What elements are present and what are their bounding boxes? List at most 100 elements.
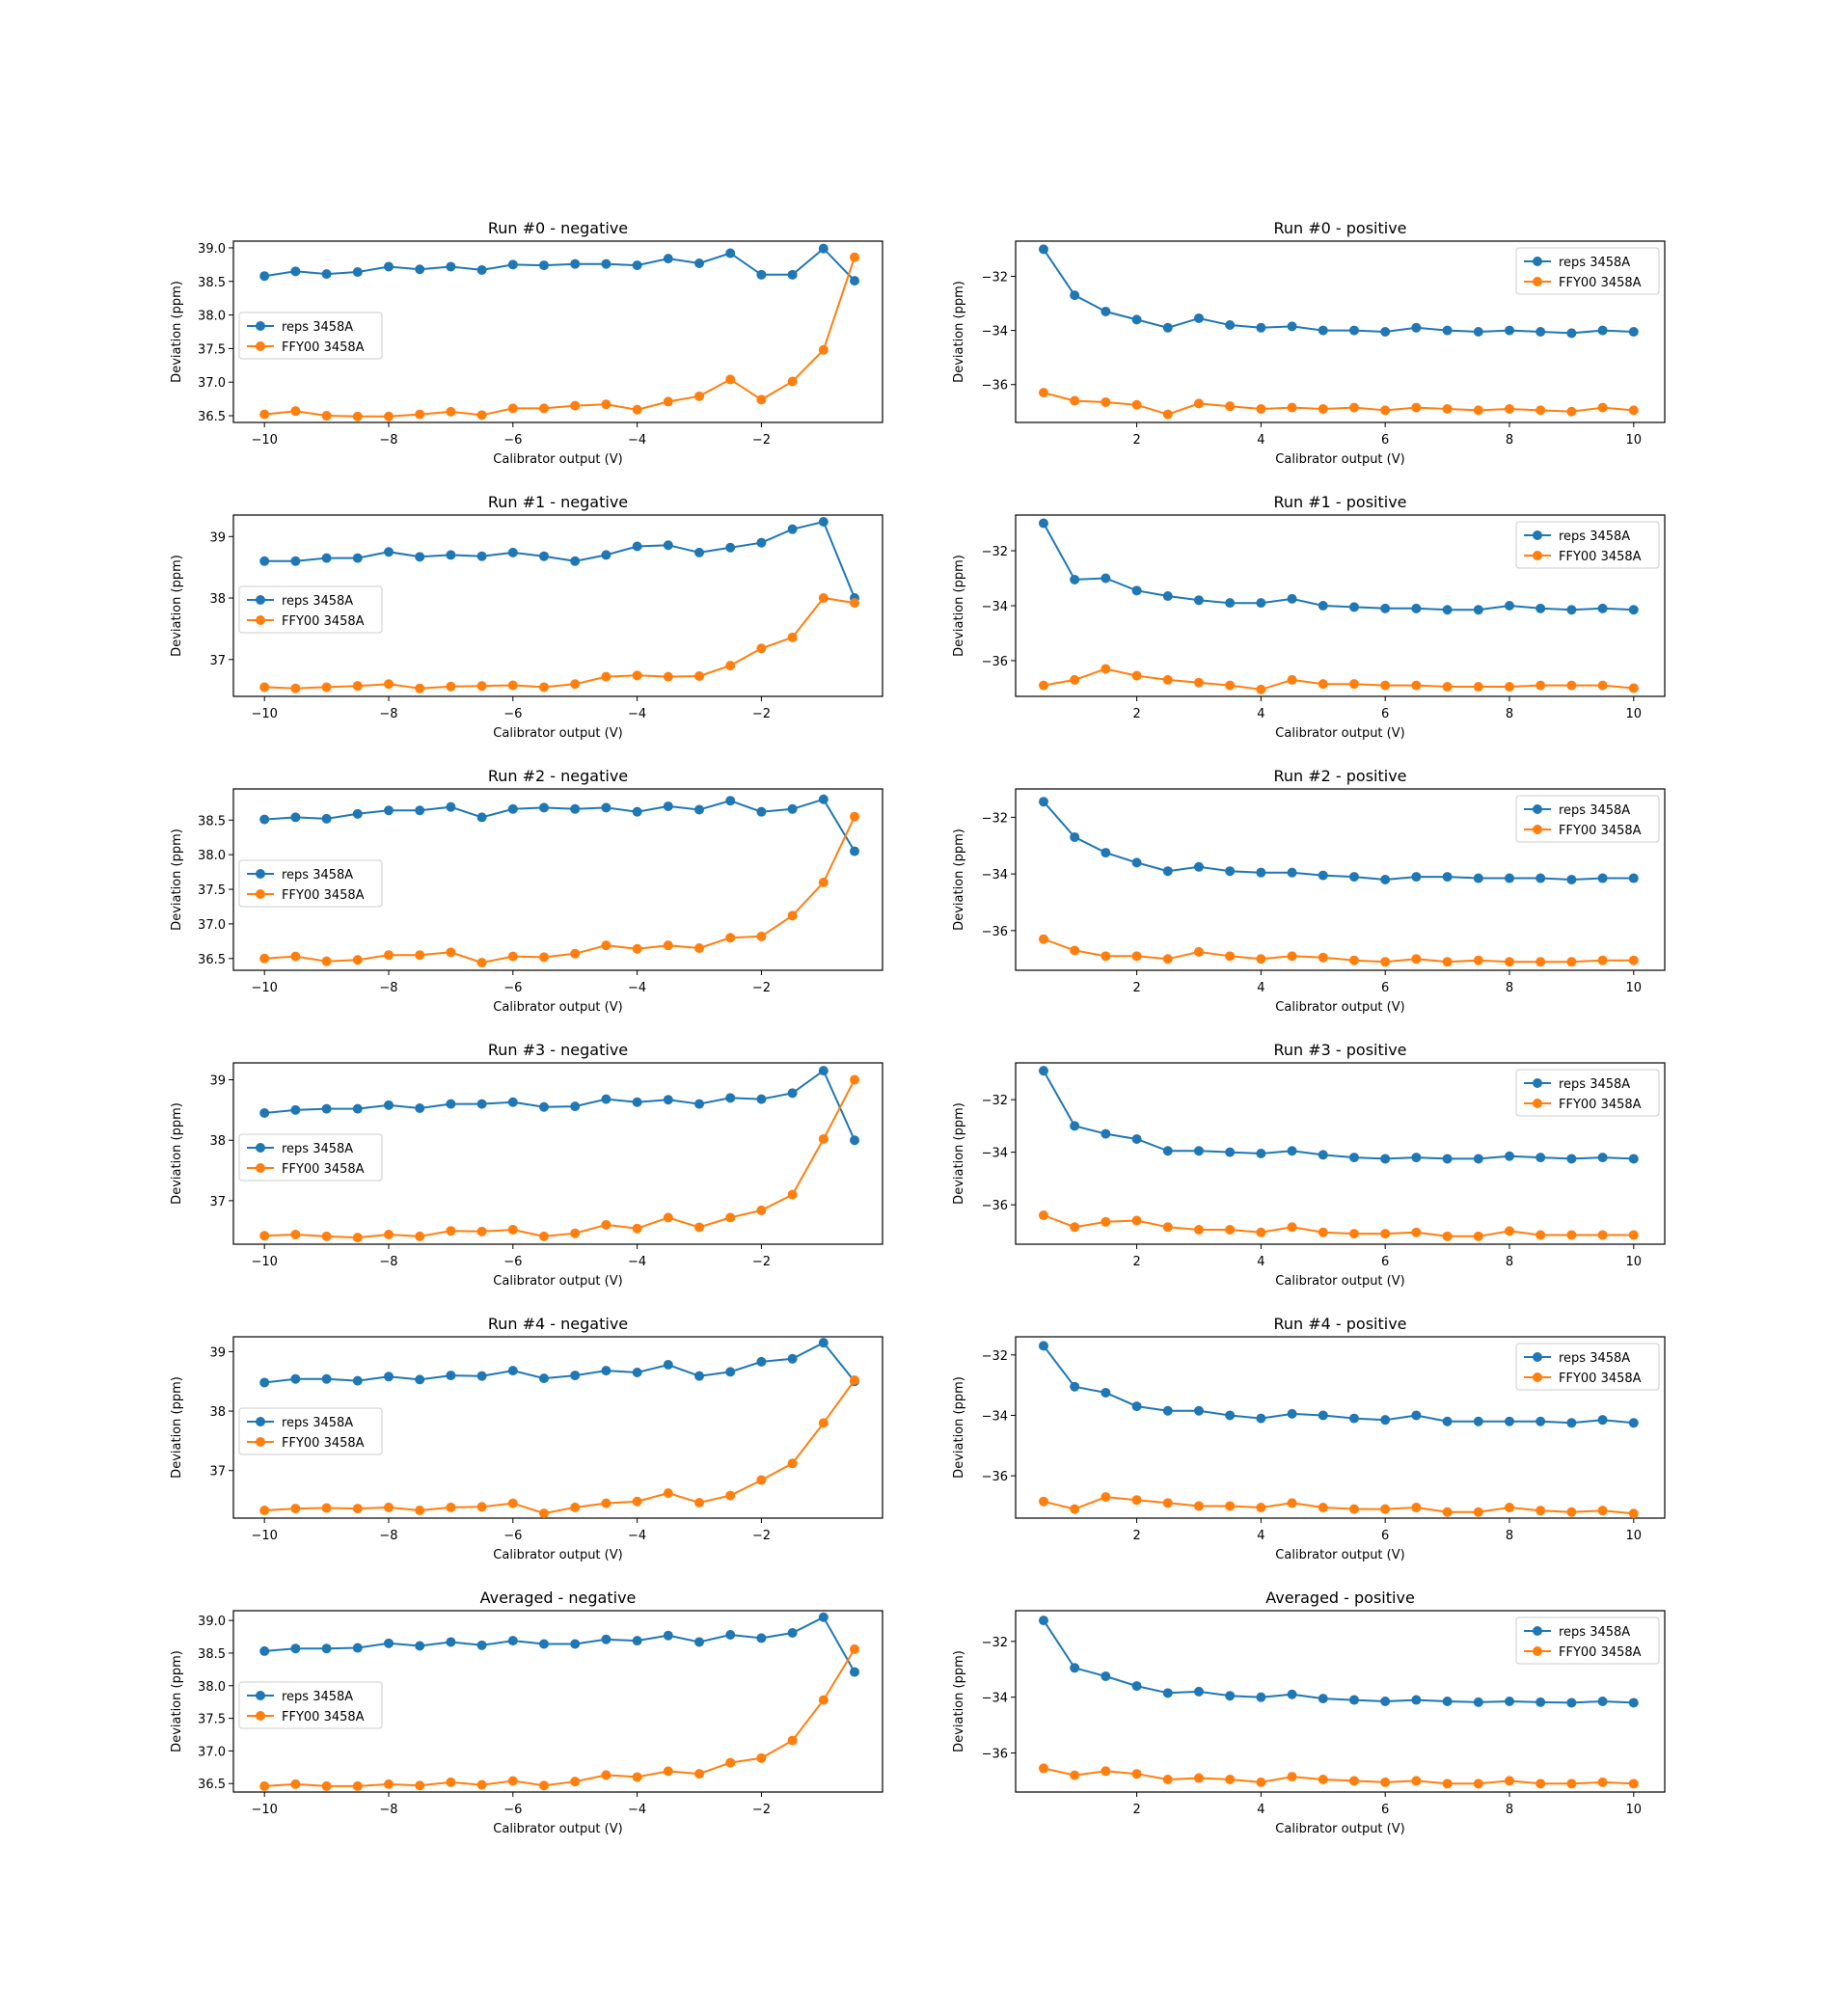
chart-5-series-1-point: [1597, 955, 1608, 965]
chart-11-series-1-line: [1043, 1767, 1634, 1785]
chart-2-series-1-point: [259, 682, 270, 693]
chart-5-series-0-point: [1348, 872, 1359, 883]
chart-10-series-0-point: [259, 1645, 270, 1656]
chart-0-legend-box: [238, 312, 383, 360]
chart-6-series-1-point: [756, 1205, 767, 1215]
chart-3-series-0-point: [1287, 593, 1297, 604]
chart-10-series-0-point: [787, 1627, 798, 1638]
chart-2-series-1-point: [694, 670, 705, 681]
chart-1-series-1-point: [1597, 402, 1608, 413]
chart-4-series-1-point: [787, 910, 798, 921]
chart-2-series-0-point: [446, 550, 456, 560]
chart-7-title: Run #3 - positive: [1273, 1041, 1406, 1059]
chart-2-group: Run #1 - negative −10 −8 −6 −4 −2 37 38 39 Calibr…: [170, 493, 883, 741]
chart-9-series-1-point: [1628, 1508, 1639, 1519]
chart-11-group: Averaged - positive 2 4 6 8 10 −32 −34 −36 Calibr…: [952, 1589, 1666, 1836]
chart-10-series-0-point: [352, 1643, 363, 1653]
chart-2-legend-label-0: reps 3458A: [282, 594, 353, 609]
chart-3-ylabel: Deviation (ppm): [952, 555, 966, 657]
chart-11-series-0-point: [1628, 1698, 1639, 1708]
chart-1-series-0-point: [1318, 325, 1328, 336]
chart-9-ytick-label: −34: [982, 1409, 1008, 1424]
chart-10-series-1-point: [850, 1643, 860, 1654]
chart-2-series-1-point: [632, 670, 642, 681]
chart-3-series-0-point: [1256, 598, 1266, 609]
chart-10-series-0-line: [264, 1616, 856, 1673]
chart-3-series-0-point: [1597, 603, 1608, 613]
chart-2-series-1-point: [384, 679, 394, 690]
chart-1-legend-marker-0: [1533, 257, 1542, 266]
chart-6-series-0-point: [321, 1103, 332, 1114]
chart-6-series-1-point: [850, 1074, 860, 1085]
chart-6-series-1-point: [725, 1212, 736, 1223]
chart-8-series-1-point: [476, 1502, 487, 1512]
chart-0-xtick-label: −2: [752, 433, 771, 448]
chart-5-series-0-point: [1535, 873, 1546, 883]
chart-10-series-1-point: [570, 1777, 581, 1787]
chart-8-series-1-point: [446, 1502, 456, 1512]
chart-2-series-1-point: [787, 632, 798, 642]
chart-8-legend-label-1: FFY00 3458A: [282, 1436, 365, 1451]
chart-4-series-1-point: [507, 951, 518, 962]
chart-9-legend-box: [1515, 1343, 1660, 1391]
chart-4-xtick-label: −10: [251, 981, 277, 995]
chart-10-ytick-label: 37.5: [198, 1713, 226, 1727]
chart-9-series-0-point: [1566, 1418, 1577, 1428]
chart-1-series-1-point: [1070, 395, 1080, 406]
chart-8-series-0-point: [663, 1359, 673, 1370]
chart-2-legend-marker-1: [256, 615, 265, 625]
chart-3-series-1-point: [1348, 679, 1359, 690]
chart-0-series-0-point: [663, 254, 673, 264]
chart-11-series-1-point: [1162, 1774, 1173, 1784]
chart-9-series-1-point: [1504, 1503, 1514, 1513]
chart-5-series-0-point: [1070, 831, 1080, 842]
chart-10-xlabel: Calibrator output (V): [493, 1822, 622, 1836]
chart-1-series-1-point: [1131, 399, 1142, 410]
chart-4-title: Run #2 - negative: [488, 767, 628, 785]
chart-5-series-1-point: [1162, 954, 1173, 964]
chart-1-xtick-label: 6: [1381, 433, 1389, 448]
chart-8-series-1-point: [663, 1488, 673, 1499]
chart-0-series-0-point: [321, 269, 332, 280]
chart-1-series-0-point: [1070, 290, 1080, 301]
chart-8-series-1-point: [415, 1505, 425, 1515]
chart-10-xtick-label: −6: [503, 1803, 522, 1817]
chart-7-series-0-point: [1566, 1154, 1577, 1164]
chart-2-series-0-point: [694, 547, 705, 557]
chart-5-series-1-point: [1225, 951, 1236, 962]
chart-9-series-1-point: [1193, 1501, 1204, 1511]
chart-0-series-1-point: [725, 374, 736, 385]
chart-4-series-1-point: [850, 811, 860, 822]
chart-6-ytick-label: 38: [209, 1134, 226, 1149]
chart-6-series-1-point: [539, 1231, 550, 1241]
chart-10-series-0-point: [415, 1641, 425, 1651]
chart-2-title: Run #1 - negative: [488, 493, 628, 511]
chart-1-xlabel: Calibrator output (V): [1275, 452, 1404, 467]
chart-7-series-1-point: [1318, 1227, 1328, 1237]
chart-11-series-0-point: [1162, 1688, 1173, 1698]
chart-0-group: Run #0 - negative −10 −8 −6 −4 −2 36.5 37.0 37.5…: [170, 219, 883, 467]
chart-10-series-1-point: [384, 1779, 394, 1789]
chart-11-series-0-point: [1504, 1697, 1514, 1706]
chart-1-series-0-point: [1131, 314, 1142, 325]
chart-1-series-0-point: [1162, 322, 1173, 333]
chart-3-series-1-point: [1070, 674, 1080, 685]
chart-7-series-0-point: [1287, 1146, 1297, 1156]
chart-8-ylabel: Deviation (ppm): [170, 1376, 184, 1479]
chart-8-series-0-point: [756, 1356, 767, 1367]
chart-0-legend-label-1: FFY00 3458A: [282, 340, 365, 355]
chart-7-series-0-point: [1535, 1153, 1546, 1163]
chart-0-legend-marker-1: [256, 341, 265, 351]
chart-9-series-0-point: [1131, 1401, 1142, 1412]
chart-6-series-1-point: [321, 1231, 332, 1241]
chart-10-series-0-point: [725, 1630, 736, 1641]
chart-4-series-1-point: [632, 943, 642, 954]
chart-3-series-0-point: [1070, 574, 1080, 584]
chart-1-series-1-point: [1256, 403, 1266, 414]
chart-11-legend-box: [1515, 1616, 1660, 1665]
chart-3-series-1-point: [1225, 680, 1236, 691]
chart-4-xtick-label: −2: [752, 981, 771, 995]
chart-2-series-1-point: [756, 643, 767, 654]
chart-2-xtick-label: −4: [628, 707, 646, 721]
